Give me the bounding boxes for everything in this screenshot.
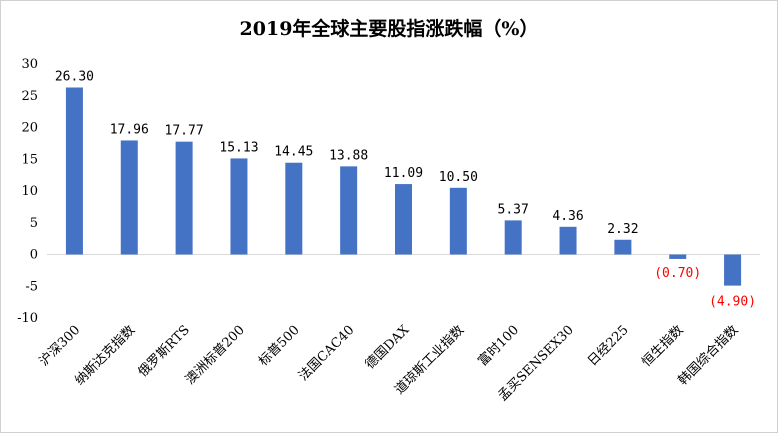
bar [395,184,412,255]
bar [504,220,522,255]
data-label: 13.88 [329,148,368,163]
data-label: 11.09 [384,166,423,181]
data-label: 10.50 [439,170,478,185]
data-label: 14.45 [274,145,313,160]
category-label: 法国CAC40 [296,323,357,384]
y-tick-label: 15 [21,152,38,167]
y-tick-label: -5 [25,279,38,294]
data-label: 17.96 [110,122,149,137]
data-label: 26.30 [55,69,94,84]
data-label: (4.90) [709,295,756,310]
data-label: (0.70) [654,266,701,281]
chart-title: 2019年全球主要股指涨跌幅（%） [239,18,539,40]
y-tick-label: 30 [21,57,38,72]
bar [724,254,742,286]
category-label: 日经225 [585,323,632,370]
data-label: 17.77 [165,124,204,139]
bar [614,239,632,255]
y-tick-label: 0 [30,248,38,263]
data-labels: 26.30 17.96 17.77 15.13 14.45 13.88 11.09 10.50… [55,69,756,309]
y-axis: 30 25 20 15 10 5 0 -5 -10 [17,57,760,326]
category-label: 富时100 [475,322,522,369]
bar [669,254,687,259]
bar [340,166,358,255]
bar [285,162,303,255]
category-label: 俄罗斯RTS [136,323,193,380]
data-label: 15.13 [219,140,258,155]
bar [230,158,248,255]
bar [449,187,467,255]
data-label: 4.36 [552,209,583,224]
category-label: 澳洲标普200 [182,322,248,388]
category-label: 标普500 [256,323,303,370]
data-label: 2.32 [607,222,638,237]
y-tick-label: 25 [21,89,38,104]
bar [175,141,193,255]
category-label: 沪深300 [36,322,83,369]
bar [559,226,577,255]
category-label: 恒生指数 [639,323,686,370]
bars [65,87,742,286]
y-tick-label: 20 [21,121,38,136]
bar [65,87,83,255]
bar [120,140,138,255]
category-label: 德国DAX [363,322,413,372]
y-tick-label: -10 [17,311,38,326]
y-tick-label: 5 [30,216,38,231]
y-tick-label: 10 [21,184,38,199]
data-label: 5.37 [498,202,529,217]
